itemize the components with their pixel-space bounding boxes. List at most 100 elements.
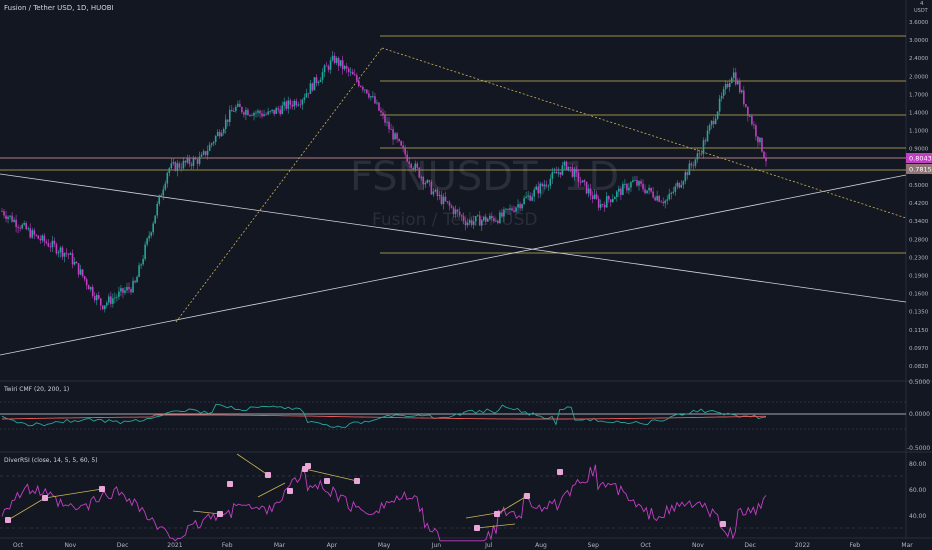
candle-body xyxy=(724,83,727,90)
tmf-tick-top: 0.5000 xyxy=(909,379,930,386)
candle-body xyxy=(712,120,715,125)
candle-body xyxy=(533,189,535,197)
candle-body xyxy=(53,240,56,245)
candle-body xyxy=(472,221,475,225)
candle-body xyxy=(511,208,513,211)
candle-body xyxy=(19,227,21,229)
price-badge-bg xyxy=(906,153,932,163)
candle-body xyxy=(456,209,459,212)
candle-body xyxy=(759,137,761,143)
price-tick-label: 1.1000 xyxy=(909,129,929,135)
candle-body xyxy=(603,204,606,208)
candle-body xyxy=(35,234,38,236)
price-axis[interactable]: 3.6000 3.0000 2.4000 2.0000 1.7000 1.4000 1.10… xyxy=(909,1,929,370)
candle-body xyxy=(422,177,425,185)
candle-body xyxy=(513,210,515,212)
candle-body xyxy=(251,115,253,116)
candle-body xyxy=(539,183,542,194)
chart-title: Fusion / Tether USD, 1D, HUOBI xyxy=(4,4,114,12)
candle-body xyxy=(178,163,181,168)
candle-body xyxy=(176,163,179,171)
candle-body xyxy=(235,106,237,112)
candle-body xyxy=(753,124,755,126)
candle-body xyxy=(749,115,751,117)
divergence-marker xyxy=(354,478,360,484)
candle-body xyxy=(91,287,94,296)
candle-body xyxy=(620,188,622,196)
price-tick-label: 0.2300 xyxy=(909,255,929,261)
candle-body xyxy=(218,131,221,137)
candle-body xyxy=(303,97,306,100)
candle-body xyxy=(710,120,713,126)
candle-body xyxy=(59,247,62,253)
candle-body xyxy=(706,130,709,142)
candle-body xyxy=(97,295,100,299)
candle-body xyxy=(599,204,602,208)
candle-body xyxy=(7,216,9,219)
candle-body xyxy=(726,83,729,88)
price-tick-label: 0.3400 xyxy=(909,219,929,225)
candle-body xyxy=(466,222,469,226)
candle-body xyxy=(418,167,421,178)
candle-body xyxy=(392,129,394,140)
candle-body xyxy=(146,238,148,245)
candle-body xyxy=(632,180,634,183)
candle-body xyxy=(745,104,747,107)
candle-body xyxy=(634,180,636,181)
candle-body xyxy=(587,188,590,194)
candle-body xyxy=(420,177,423,178)
candle-body xyxy=(239,103,241,108)
candle-body xyxy=(591,195,594,200)
candle-body xyxy=(285,101,288,109)
time-axis[interactable]: Oct Nov Dec 2021 Feb Mar Apr May Jun Jul Aug Sep Oct… xyxy=(13,542,913,549)
tmf-pane: 0.5000 0.0000 -0.5000 xyxy=(0,379,930,452)
rsi-tick-80: 80.00 xyxy=(909,461,926,468)
candle-body xyxy=(450,205,453,208)
time-tick-label: Sep xyxy=(588,542,600,549)
candle-body xyxy=(154,215,157,224)
trendlines[interactable] xyxy=(0,47,907,356)
price-tick-label: 0.1600 xyxy=(909,292,929,298)
candle-body xyxy=(573,169,576,177)
candle-body xyxy=(743,90,745,105)
candle-body xyxy=(607,196,610,200)
candle-body xyxy=(104,305,106,310)
candle-body xyxy=(676,182,679,187)
candle-body xyxy=(406,154,408,162)
candle-body xyxy=(360,86,362,87)
rsi-markers xyxy=(5,463,726,531)
candle-body xyxy=(650,187,652,192)
divergence-marker xyxy=(42,495,48,501)
candle-body xyxy=(9,215,11,217)
candle-body xyxy=(67,253,70,255)
candle-body xyxy=(43,235,46,242)
horizontal-levels[interactable] xyxy=(0,35,906,254)
candle-body xyxy=(529,195,531,201)
candle-body xyxy=(730,77,733,83)
candle-body xyxy=(329,60,332,70)
candle-body xyxy=(442,196,445,205)
candle-body xyxy=(17,227,19,228)
candle-body xyxy=(61,247,64,257)
candle-body xyxy=(228,109,231,122)
price-tick-label: 1.4000 xyxy=(909,111,929,117)
candle-body xyxy=(241,107,243,113)
candle-body xyxy=(366,89,368,94)
candle-body xyxy=(305,93,308,98)
candle-body xyxy=(297,104,300,106)
candle-body xyxy=(718,98,721,112)
candle-body xyxy=(49,246,52,248)
candle-body xyxy=(370,96,372,98)
candle-body xyxy=(474,216,477,222)
divergence-marker xyxy=(5,517,11,523)
candle-body xyxy=(337,58,340,66)
watermark-name: Fusion / Tether USD xyxy=(372,210,537,230)
candle-body xyxy=(551,172,554,179)
candle-body xyxy=(448,202,451,206)
candle-body xyxy=(503,209,505,217)
candle-body xyxy=(166,172,169,184)
candle-body xyxy=(210,143,213,145)
candle-body xyxy=(668,193,671,200)
candle-body xyxy=(245,109,247,115)
